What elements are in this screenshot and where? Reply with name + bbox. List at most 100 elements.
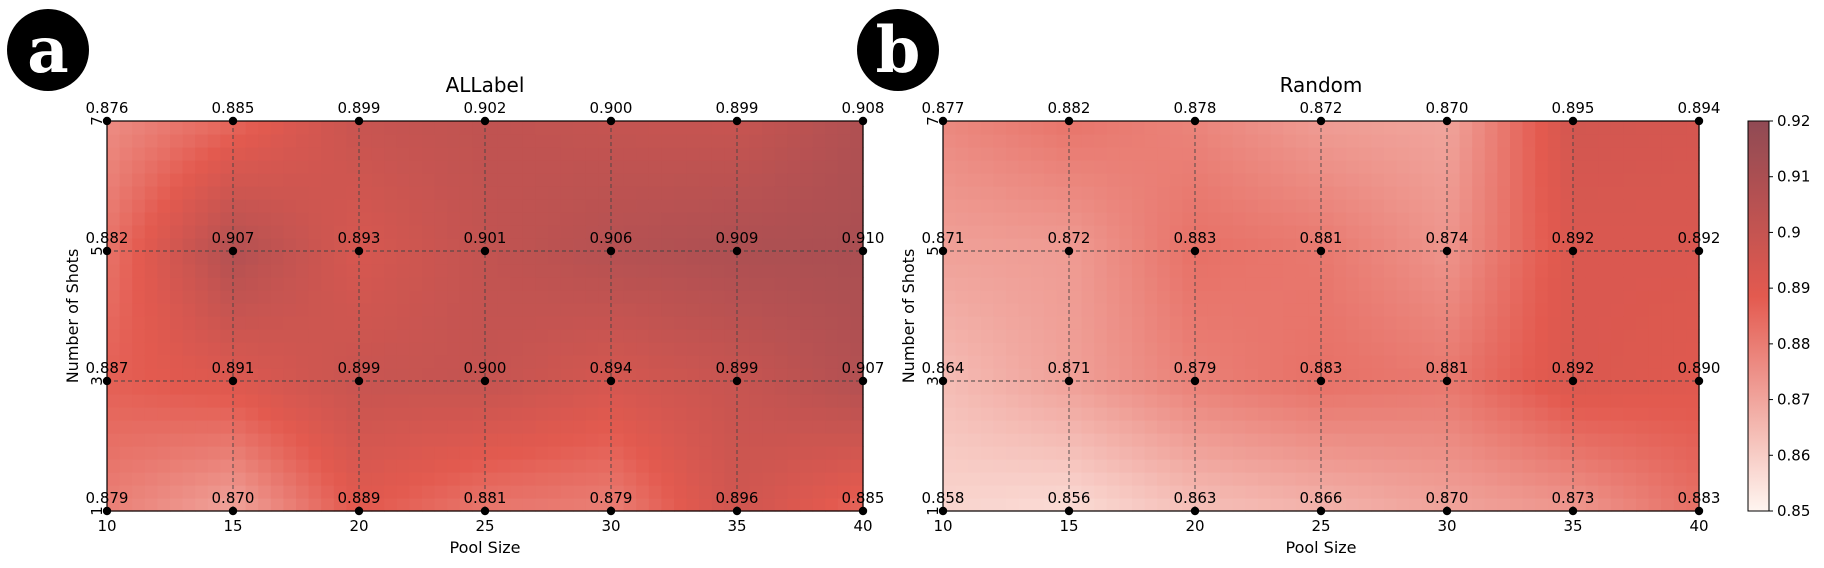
heatmap-cell [661,316,675,330]
heatmap-cell [993,212,1007,226]
heatmap-cell [1661,290,1675,304]
heatmap-cell [943,329,957,343]
heatmap-cell [980,368,994,382]
heatmap-cell [749,173,763,187]
heatmap-cell [1636,446,1650,460]
heatmap-cell [1069,199,1083,213]
heatmap-cell [1220,498,1234,512]
heatmap-cell [1283,186,1297,200]
heatmap-cell [585,329,599,343]
heatmap-cell [459,329,473,343]
heatmap-cell [434,160,448,174]
heatmap-cell [611,355,625,369]
heatmap-cell [1535,186,1549,200]
heatmap-cell [1132,381,1146,395]
heatmap-cell [1232,472,1246,486]
heatmap-cell [1573,446,1587,460]
heatmap-cell [1308,134,1322,148]
heatmap-cell [1232,264,1246,278]
heatmap-cell [1358,485,1372,499]
heatmap-cell [1157,212,1171,226]
heatmap-cell [993,472,1007,486]
heatmap-cell [1636,251,1650,265]
heatmap-cell [648,433,662,447]
heatmap-cell [560,173,574,187]
heatmap-cell [1283,134,1297,148]
heatmap-cell [1396,186,1410,200]
heatmap-cell [585,121,599,135]
heatmap-cell [1421,121,1435,135]
heatmap-cell [711,264,725,278]
heatmap-cell [522,381,536,395]
heatmap-cell [787,173,801,187]
heatmap-cell [296,121,310,135]
heatmap-cell [359,446,373,460]
heatmap-cell [762,303,776,317]
heatmap-cell [1258,290,1272,304]
heatmap-cell [1056,186,1070,200]
heatmap-cell [1069,212,1083,226]
heatmap-cell [1207,355,1221,369]
heatmap-cell [724,212,738,226]
heatmap-cell [1308,147,1322,161]
heatmap-cell [1585,472,1599,486]
heatmap-cell [1346,264,1360,278]
heatmap-cell [1258,381,1272,395]
heatmap-cell [510,459,524,473]
heatmap-cell [182,368,196,382]
heatmap-cell [1510,225,1524,239]
heatmap-cell [1598,186,1612,200]
heatmap-cell [1598,459,1612,473]
heatmap-cell [1295,173,1309,187]
heatmap-cell [220,121,234,135]
heatmap-cell [787,342,801,356]
heatmap-cell [1031,381,1045,395]
heatmap-cell [1119,381,1133,395]
heatmap-cell [1409,251,1423,265]
heatmap-cell [1169,355,1183,369]
heatmap-cell [674,381,688,395]
heatmap-cell [1686,459,1700,473]
heatmap-cell [1384,316,1398,330]
x-tick-label: 30 [601,517,620,535]
heatmap-cell [661,251,675,265]
heatmap-cell [1472,264,1486,278]
heatmap-cell [611,459,625,473]
heatmap-cell [598,251,612,265]
heatmap-cell [346,277,360,291]
heatmap-cell [270,186,284,200]
heatmap-cell [1560,251,1574,265]
heatmap-cell [409,355,423,369]
heatmap-cell [674,498,688,512]
heatmap-cell [447,485,461,499]
heatmap-cell [1295,199,1309,213]
heatmap-cell [1623,121,1637,135]
heatmap-cell [1522,277,1536,291]
heatmap-cell [1535,407,1549,421]
heatmap-cell [321,290,335,304]
heatmap-cell [749,446,763,460]
heatmap-cell [1661,446,1675,460]
heatmap-cell [711,225,725,239]
heatmap-cell [1384,147,1398,161]
heatmap-cell [1371,485,1385,499]
heatmap-cell [787,433,801,447]
data-label: 0.879 [1174,359,1217,377]
heatmap-cell [170,420,184,434]
heatmap-cell [980,394,994,408]
heatmap-cell [245,459,259,473]
heatmap-cell [1459,238,1473,252]
heatmap-cell [1384,420,1398,434]
heatmap-cell [548,303,562,317]
heatmap-cell [737,420,751,434]
heatmap-cell [548,498,562,512]
heatmap-cell [724,186,738,200]
heatmap-cell [648,342,662,356]
heatmap-cell [472,251,486,265]
heatmap-cell [1258,420,1272,434]
heatmap-cell [661,394,675,408]
data-point [1568,376,1578,386]
heatmap-cell [1094,160,1108,174]
heatmap-cell [346,446,360,460]
heatmap-cell [1673,355,1687,369]
